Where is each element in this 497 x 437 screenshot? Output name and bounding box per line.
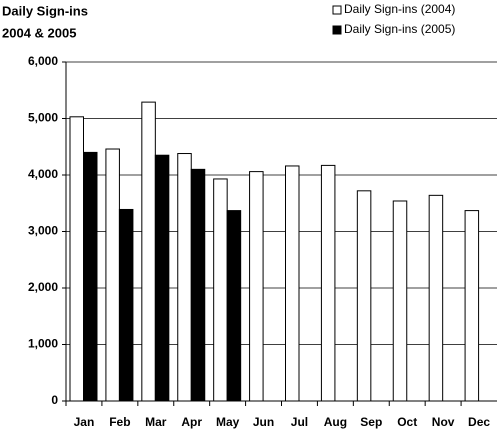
y-tick-label: 1,000 (28, 337, 58, 351)
bar (118, 208, 134, 402)
bar (105, 148, 120, 402)
x-tick-label: Aug (324, 415, 347, 429)
bar (190, 168, 206, 402)
legend-swatch (332, 25, 342, 35)
x-tick-label: May (216, 415, 240, 429)
chart-title: Daily Sign-ins (2, 3, 88, 18)
y-tick-label: 2,000 (28, 280, 58, 294)
bar (464, 210, 480, 402)
bar (320, 164, 336, 402)
legend-label: Daily Sign-ins (2005) (344, 22, 455, 36)
bar (392, 200, 408, 402)
bar (249, 171, 264, 402)
bar (285, 165, 300, 402)
bar (154, 154, 170, 402)
x-tick-label: Jul (291, 415, 308, 429)
bar (226, 210, 242, 402)
bar (428, 194, 444, 402)
y-tick-label: 0 (51, 393, 58, 407)
x-tick-label: Jan (74, 415, 95, 429)
x-tick-label: Mar (145, 415, 167, 429)
y-tick-label: 3,000 (28, 224, 58, 238)
bar (177, 153, 192, 402)
x-tick-label: Sep (360, 415, 382, 429)
chart-subtitle: 2004 & 2005 (2, 25, 76, 40)
legend-swatch (332, 5, 342, 15)
bar (213, 178, 228, 402)
bar (83, 151, 98, 402)
y-tick-label: 4,000 (28, 167, 58, 181)
bar (356, 190, 372, 402)
x-tick-label: Apr (181, 415, 202, 429)
x-tick-label: Feb (109, 415, 130, 429)
bar (69, 116, 84, 402)
bar (141, 101, 156, 402)
x-tick-label: Oct (397, 415, 417, 429)
y-tick-label: 5,000 (28, 111, 58, 125)
y-tick-label: 6,000 (28, 54, 58, 68)
x-tick-label: Jun (253, 415, 274, 429)
x-tick-label: Dec (468, 415, 490, 429)
legend-label: Daily Sign-ins (2004) (344, 2, 455, 16)
x-tick-label: Nov (432, 415, 455, 429)
